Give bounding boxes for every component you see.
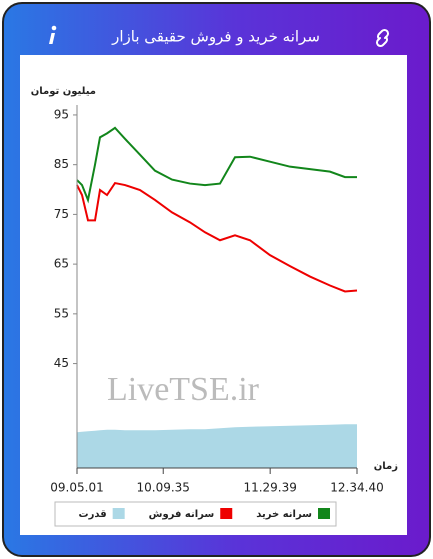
y-tick-label: 55 (54, 306, 69, 320)
legend-box (54, 501, 337, 527)
legend-swatch (318, 508, 330, 519)
x-axis-label: زمان (374, 461, 398, 472)
y-tick-label: 45 (54, 356, 69, 370)
legend-swatch (112, 508, 125, 519)
header-title: سرانه خرید و فروش حقیقی بازار (111, 28, 320, 46)
x-tick-label: 12.34.40 (330, 481, 383, 495)
y-tick-label: 85 (54, 157, 69, 171)
y-axis-label: میلیون تومان (31, 86, 96, 97)
legend-swatch (220, 508, 233, 519)
watermark: LiveTSE.ir (107, 371, 260, 408)
x-tick-label: 11.29.39 (243, 481, 296, 495)
y-tick-label: 95 (54, 107, 69, 121)
area (77, 424, 357, 468)
info-icon[interactable] (49, 25, 57, 44)
y-tick-label: 65 (54, 257, 69, 271)
line (76, 126, 357, 204)
legend-label: قدرت (79, 509, 107, 520)
legend-label: سرانه خرید (256, 509, 312, 520)
link-icon[interactable] (375, 28, 390, 48)
x-tick-label: 09.05.01 (50, 481, 103, 495)
x-tick-label: 10.09.35 (137, 481, 190, 495)
line (76, 181, 358, 293)
y-tick-label: 75 (54, 207, 69, 221)
legend-label: سرانه فروش (149, 509, 215, 520)
